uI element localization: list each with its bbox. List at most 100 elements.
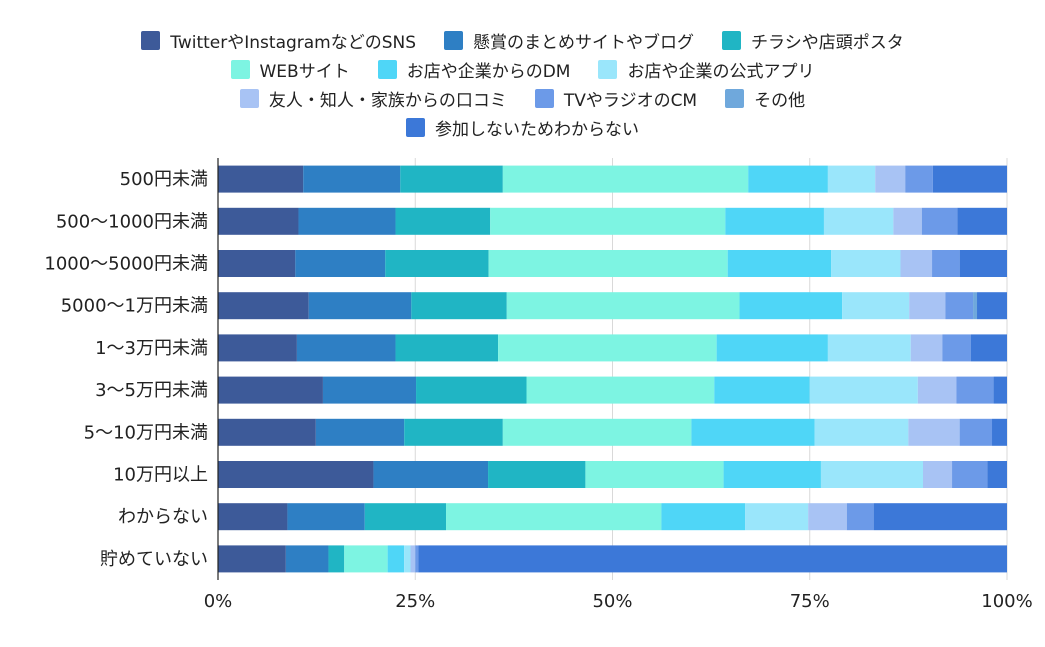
x-tick-label: 0% bbox=[204, 591, 233, 612]
bar-segment bbox=[842, 292, 910, 320]
category-label: 500〜1000円未満 bbox=[56, 211, 208, 232]
legend-item: 友人・知人・家族からの口コミ bbox=[239, 86, 507, 111]
legend-label: その他 bbox=[754, 91, 806, 111]
bar-segment bbox=[661, 503, 746, 531]
bar-segment bbox=[416, 376, 527, 404]
category-label: 3〜5万円未満 bbox=[95, 380, 208, 401]
legend-item: WEBサイト bbox=[230, 57, 350, 82]
bar-segment bbox=[502, 165, 749, 193]
bar-segment bbox=[827, 334, 911, 362]
bar-segment bbox=[218, 250, 296, 277]
legend-swatch bbox=[725, 89, 745, 108]
bar-segment bbox=[745, 503, 809, 531]
bar-segment bbox=[900, 250, 933, 277]
bar-segment bbox=[498, 334, 717, 362]
bar-segment bbox=[957, 207, 1007, 235]
legend-item: チラシや店頭ポスタ bbox=[722, 28, 904, 53]
x-tick-label: 75% bbox=[790, 591, 830, 612]
bar-segment bbox=[992, 418, 1007, 446]
legend-item: TwitterやInstagramなどのSNS bbox=[141, 28, 416, 53]
bar-segment bbox=[218, 207, 299, 235]
legend-swatch bbox=[722, 31, 742, 50]
bar-segment bbox=[526, 376, 715, 404]
bar-segment bbox=[303, 165, 401, 193]
bar-segment bbox=[714, 376, 810, 404]
legend-label: TVやラジオのCM bbox=[563, 91, 698, 111]
bar-segment bbox=[723, 461, 821, 488]
bar-segment bbox=[952, 461, 988, 488]
bar-segment bbox=[387, 545, 405, 573]
bar-segment bbox=[404, 545, 411, 573]
bar-segment bbox=[373, 461, 489, 488]
bar-segment bbox=[959, 418, 993, 446]
bar-segment bbox=[315, 418, 405, 446]
legend-item: その他 bbox=[725, 86, 805, 111]
bar-segment bbox=[909, 292, 946, 320]
bar-segment bbox=[973, 292, 978, 320]
legend-label: 参加しないためわからない bbox=[435, 120, 639, 140]
bar-segment bbox=[956, 376, 994, 404]
bar-segment bbox=[295, 250, 386, 277]
bar-segment bbox=[875, 165, 906, 193]
bar-segment bbox=[921, 207, 958, 235]
bar-segment bbox=[446, 503, 662, 531]
bar-segment bbox=[823, 207, 894, 235]
legend-label: お店や企業の公式アプリ bbox=[627, 62, 815, 82]
bar-segment bbox=[308, 292, 412, 320]
bar-segment bbox=[691, 418, 815, 446]
legend-label: TwitterやInstagramなどのSNS bbox=[170, 33, 417, 53]
bar-segment bbox=[418, 545, 1007, 573]
bar-segment bbox=[893, 207, 922, 235]
bar-segment bbox=[814, 418, 909, 446]
bar-segment bbox=[910, 334, 943, 362]
legend-row: TwitterやInstagramなどのSNS 懸賞のまとめサイトやブログ チラシや… bbox=[0, 26, 1045, 55]
bar-segment bbox=[404, 418, 503, 446]
legend-label: お店や企業からのDM bbox=[406, 62, 571, 82]
legend-item: お店や企業の公式アプリ bbox=[598, 57, 814, 82]
bar-segment bbox=[959, 250, 1007, 277]
bar-segment bbox=[808, 503, 847, 531]
category-label: 500円未満 bbox=[120, 169, 208, 190]
bar-segment bbox=[846, 503, 874, 531]
bar-segment bbox=[285, 545, 329, 573]
bar-segment bbox=[400, 165, 503, 193]
legend-swatch bbox=[598, 60, 618, 79]
bar-segment bbox=[987, 461, 1007, 488]
legend-swatch bbox=[141, 31, 161, 50]
bar-segment bbox=[820, 461, 923, 488]
legend-swatch bbox=[230, 60, 250, 79]
bar-segment bbox=[748, 165, 828, 193]
bar-segment bbox=[585, 461, 724, 488]
category-label: 5000〜1万円未満 bbox=[61, 296, 208, 317]
bar-segment bbox=[942, 334, 971, 362]
bar-segment bbox=[218, 418, 316, 446]
bar-segment bbox=[410, 545, 416, 573]
legend-label: WEBサイト bbox=[259, 62, 350, 82]
bar-segment bbox=[364, 503, 447, 531]
bar-segment bbox=[716, 334, 828, 362]
bar-segment bbox=[490, 207, 726, 235]
bar-segment bbox=[488, 250, 728, 277]
bar-segment bbox=[922, 461, 953, 488]
bar-segment bbox=[385, 250, 489, 277]
bar-segment bbox=[218, 165, 304, 193]
bar-segment bbox=[932, 165, 1007, 193]
legend-item: 懸賞のまとめサイトやブログ bbox=[444, 28, 694, 53]
legend-label: 友人・知人・家族からの口コミ bbox=[268, 91, 507, 111]
bar-segment bbox=[488, 461, 586, 488]
bar-segment bbox=[218, 461, 374, 488]
x-tick-label: 50% bbox=[592, 591, 632, 612]
legend-label: 懸賞のまとめサイトやブログ bbox=[473, 33, 695, 53]
bar-segment bbox=[970, 334, 1007, 362]
category-label: 1000〜5000円未満 bbox=[44, 254, 208, 275]
bar-segment bbox=[344, 545, 388, 573]
legend-swatch bbox=[534, 89, 554, 108]
bar-segment bbox=[727, 250, 832, 277]
category-label: 10万円以上 bbox=[113, 465, 208, 486]
category-label: 1〜3万円未満 bbox=[95, 338, 208, 359]
bar-segment bbox=[296, 334, 396, 362]
bar-segment bbox=[725, 207, 824, 235]
x-tick-label: 25% bbox=[395, 591, 435, 612]
